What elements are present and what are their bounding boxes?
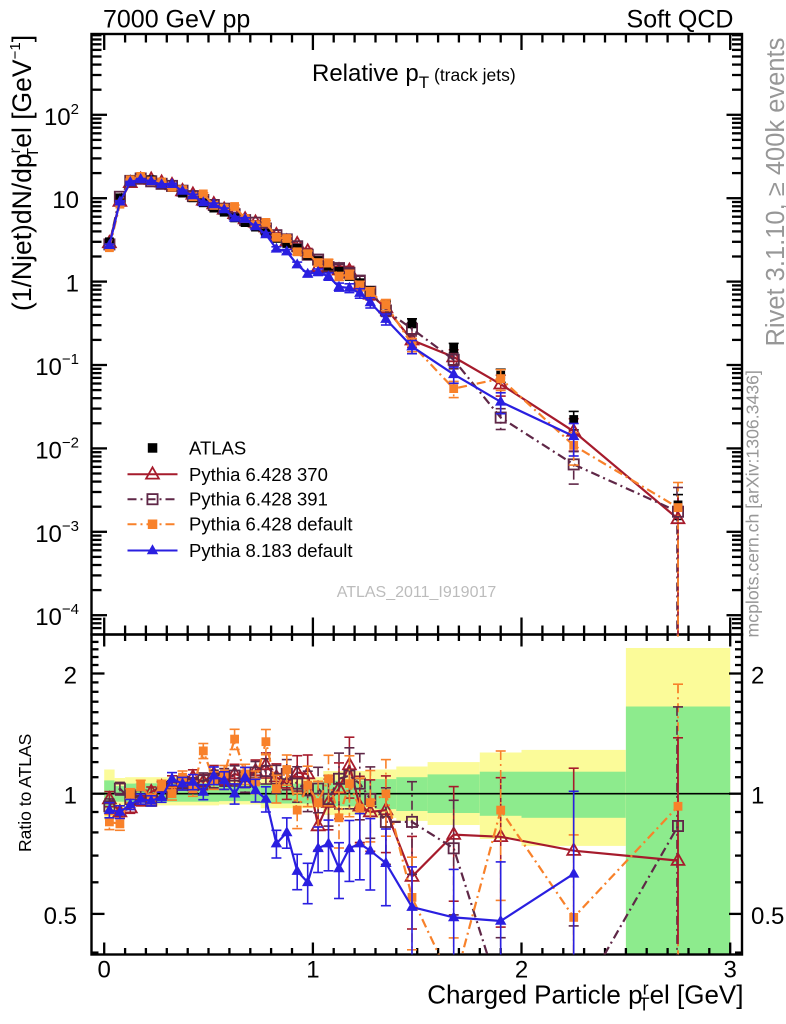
svg-text:2: 2 [515,957,528,984]
svg-text:Pythia 6.428 370: Pythia 6.428 370 [189,464,328,485]
svg-text:Pythia 8.183 default: Pythia 8.183 default [189,540,353,561]
svg-text:10: 10 [52,187,79,214]
svg-text:Ratio to ATLAS: Ratio to ATLAS [15,734,35,852]
svg-text:10−4: 10−4 [35,601,79,631]
svg-text:Charged Particle prTel [GeV]: Charged Particle pr Tel [GeV] [427,979,743,1015]
svg-text:1: 1 [306,957,319,984]
svg-text:1: 1 [64,783,77,810]
svg-text:7000 GeV pp: 7000 GeV pp [103,6,250,34]
svg-text:ATLAS: ATLAS [189,438,246,459]
svg-text:Soft QCD: Soft QCD [627,6,734,34]
svg-text:Pythia 6.428 default: Pythia 6.428 default [189,514,353,535]
svg-text:0.5: 0.5 [44,903,77,930]
svg-text:(1/Njet)dN/dprTel [GeV−1]: (1/Njet)dN/dprTel [GeV−1] [7,35,42,311]
svg-text:2: 2 [64,663,77,690]
svg-text:1: 1 [751,783,764,810]
svg-text:ATLAS_2011_I919017: ATLAS_2011_I919017 [337,584,497,601]
svg-text:1: 1 [66,271,79,298]
svg-text:mcplots.cern.ch [arXiv:1306.34: mcplots.cern.ch [arXiv:1306.3436] [743,370,763,637]
svg-text:Pythia 6.428 391: Pythia 6.428 391 [189,489,328,510]
svg-text:2: 2 [751,663,764,690]
svg-text:0.5: 0.5 [751,903,784,930]
svg-text:0: 0 [98,957,111,984]
svg-text:3: 3 [724,957,737,984]
svg-text:Rivet 3.1.10, ≥ 400k events: Rivet 3.1.10, ≥ 400k events [762,38,786,347]
svg-text:Relative pT (track jets): Relative pT (track jets) [312,60,516,92]
